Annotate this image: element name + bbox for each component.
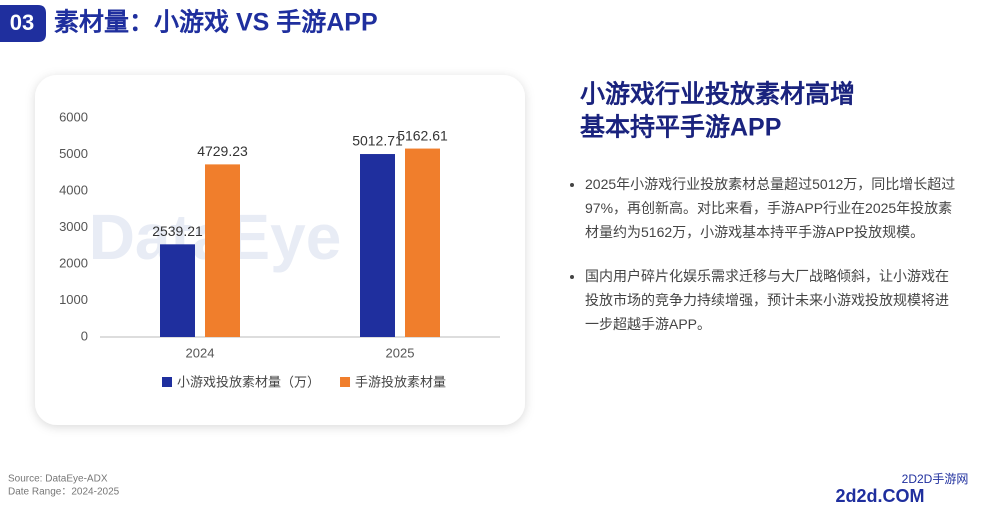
site-name: 2D2D手游网 (902, 472, 969, 486)
legend-label: 小游戏投放素材量（万） (177, 374, 320, 389)
bar (205, 164, 240, 337)
panel-heading: 小游戏行业投放素材高增 (580, 80, 855, 109)
y-tick-label: 2000 (59, 255, 88, 270)
header-number: 03 (10, 10, 34, 35)
y-tick-label: 5000 (59, 146, 88, 161)
y-tick-label: 4000 (59, 182, 88, 197)
y-tick-label: 3000 (59, 219, 88, 234)
data-label: 4729.23 (197, 143, 248, 159)
bullet: 2025年小游戏行业投放素材总量超过5012万，同比增长超过97%，再创新高。对… (585, 172, 960, 244)
bar (405, 148, 440, 337)
legend-swatch (162, 377, 172, 387)
data-label: 2539.21 (152, 223, 203, 239)
bar (360, 154, 395, 337)
y-tick-label: 6000 (59, 109, 88, 124)
bullet-list: 2025年小游戏行业投放素材总量超过5012万，同比增长超过97%，再创新高。对… (565, 172, 960, 356)
y-tick-label: 0 (81, 328, 88, 343)
bar (160, 244, 195, 337)
header-title: 素材量：小游戏 VS 手游APP (54, 9, 378, 37)
legend-label: 手游投放素材量 (355, 374, 446, 389)
y-tick-label: 1000 (59, 292, 88, 307)
header-badge (0, 5, 46, 42)
footer-date: Date Range：2024-2025 (8, 487, 120, 498)
x-tick-label: 2024 (186, 345, 215, 360)
bullet: 国内用户碎片化娱乐需求迁移与大厂战略倾斜，让小游戏在投放市场的竞争力持续增强，预… (585, 264, 960, 336)
chart: 0 1000 2000 3000 4000 5000 6000 2024 2539.21 4729… (59, 109, 500, 389)
site-domain: 2d2d.COM (835, 486, 924, 506)
footer-source: Source: DataEye-ADX (8, 474, 108, 485)
legend-swatch (340, 377, 351, 387)
data-label: 5012.71 (352, 133, 403, 149)
panel-heading: 基本持平手游APP (580, 114, 781, 142)
data-label: 5162.61 (397, 127, 448, 143)
x-tick-label: 2025 (386, 345, 415, 360)
